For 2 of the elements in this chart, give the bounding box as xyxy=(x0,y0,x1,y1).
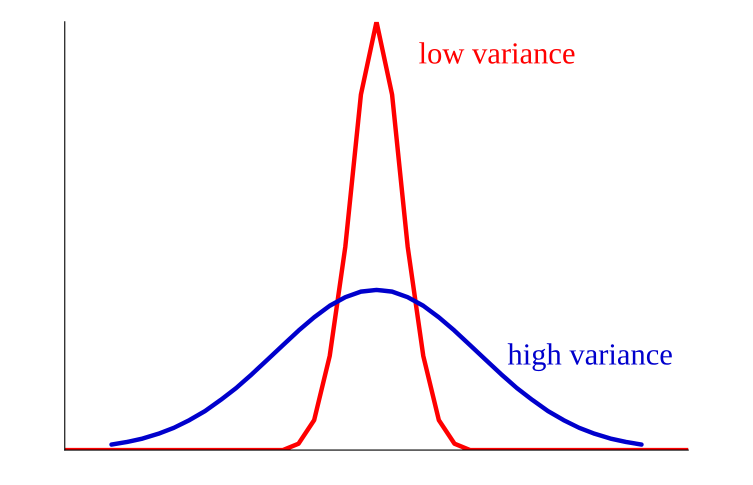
series-label: low variance xyxy=(419,42,574,64)
series-label: high variance xyxy=(508,343,672,372)
